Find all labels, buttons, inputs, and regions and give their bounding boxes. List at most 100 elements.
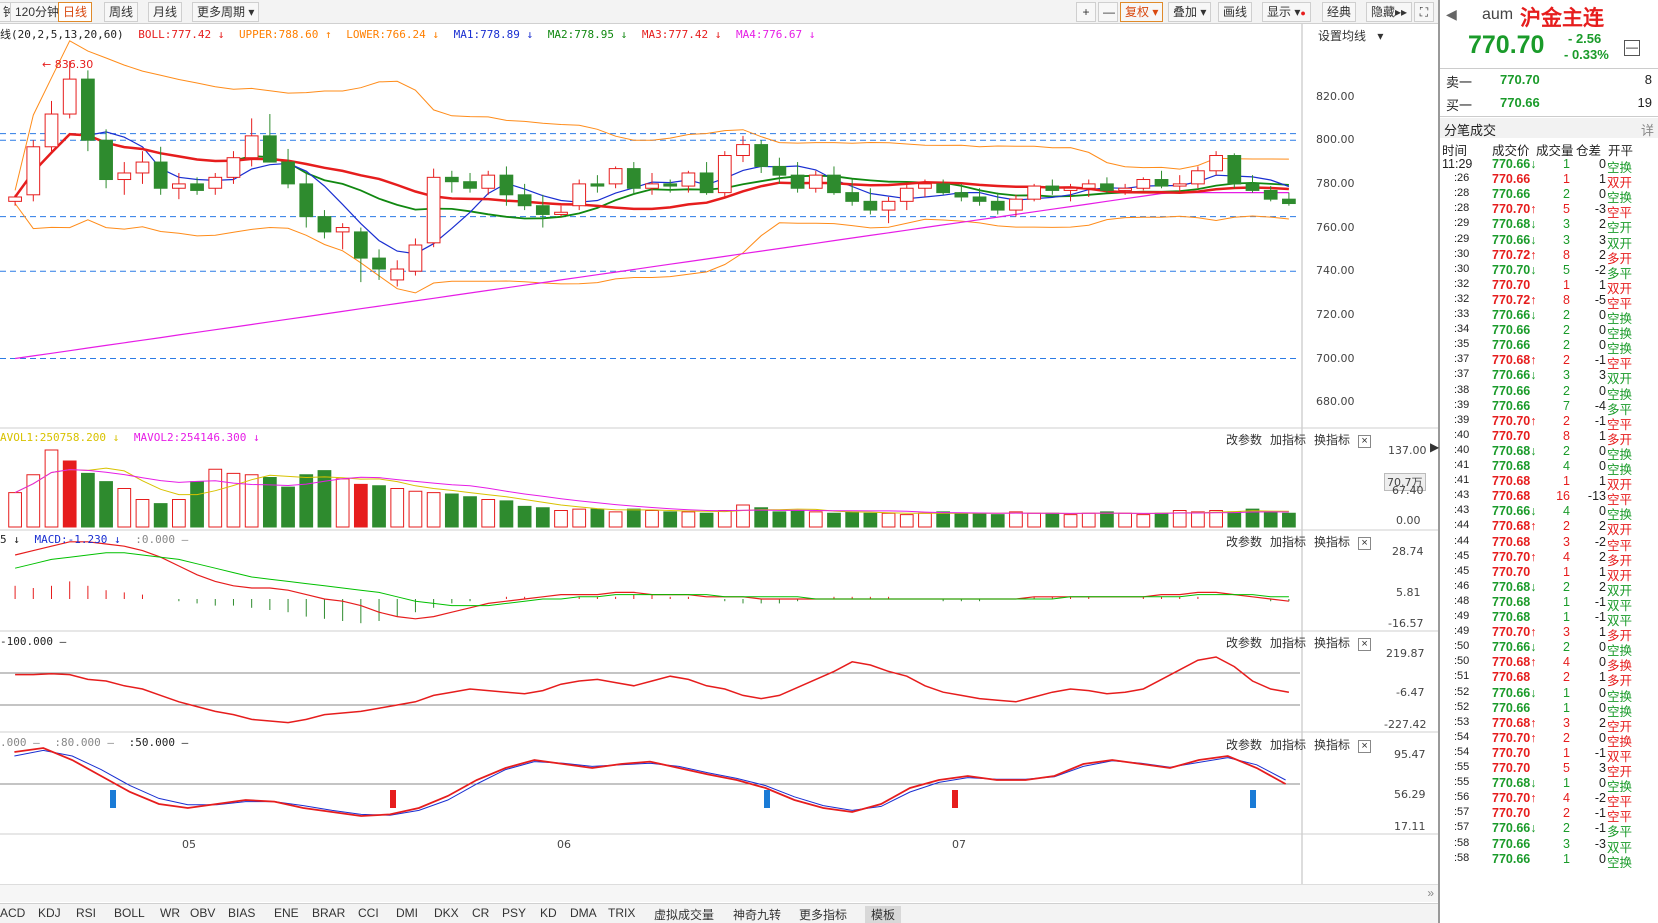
tick-open-close: 空换	[1607, 508, 1633, 523]
indicator-tab-10[interactable]: DMI	[396, 906, 418, 920]
tick-volume: 1	[1563, 594, 1570, 609]
macd-close-icon[interactable]: ×	[1358, 537, 1372, 550]
period-tab-month[interactable]: 月线	[148, 2, 183, 22]
double-chevron-right-icon[interactable]: »	[1427, 886, 1434, 900]
vol-add-indicator-button[interactable]: 加指标	[1270, 433, 1307, 447]
kdj-switch-indicator-button[interactable]: 换指标	[1314, 738, 1351, 752]
tick-time: :33	[1454, 308, 1470, 320]
vol-close-icon[interactable]: ×	[1358, 435, 1372, 448]
period-tab-day[interactable]: 日线	[58, 2, 93, 22]
volume-bar	[972, 512, 987, 528]
candle-body	[827, 174, 841, 194]
cci-close-icon[interactable]: ×	[1358, 638, 1372, 651]
candle-body	[1227, 155, 1242, 185]
kdj-add-indicator-button[interactable]: 加指标	[1270, 738, 1307, 752]
tick-open-close: 空开	[1607, 221, 1633, 236]
indicator-tab-13[interactable]: PSY	[502, 906, 527, 920]
tick-volume: 1	[1563, 851, 1570, 866]
tick-open-close: 双平	[1607, 614, 1633, 628]
zoom-out-button[interactable]: —	[1098, 2, 1118, 22]
vol-params-button[interactable]: 改参数	[1226, 433, 1263, 447]
tick-oi-change: -3	[1594, 836, 1606, 851]
main-y-label: 680.00	[1316, 395, 1355, 409]
candle-body	[645, 183, 659, 189]
adjust-dropdown[interactable]: 复权 ▾	[1120, 2, 1164, 22]
candle-body	[8, 196, 22, 202]
candle-body	[863, 200, 878, 211]
indicator-tab-6[interactable]: BIAS	[228, 906, 256, 920]
tick-price: 770.66↓	[1492, 821, 1537, 836]
cci-params-button[interactable]: 改参数	[1226, 636, 1263, 650]
indicator-tab-14[interactable]: KD	[540, 906, 557, 920]
tick-open-close: 双开	[1607, 568, 1633, 583]
cci-add-indicator-button[interactable]: 加指标	[1270, 636, 1307, 650]
classic-button[interactable]: 经典	[1322, 2, 1357, 22]
indicator-tab-20[interactable]: 模板	[865, 906, 902, 923]
tick-oi-change: 2	[1599, 715, 1606, 730]
indicator-tab-9[interactable]: CCI	[358, 906, 379, 920]
indicator-tab-0[interactable]: ACD	[0, 906, 26, 920]
chevron-left-icon[interactable]: ◀	[1446, 6, 1457, 22]
tick-volume: 2	[1563, 187, 1570, 202]
indicator-tab-3[interactable]: BOLL	[114, 906, 145, 920]
kdj-close-icon[interactable]: ×	[1358, 740, 1372, 753]
more-periods-dropdown[interactable]: 更多周期 ▾	[192, 2, 260, 22]
indicator-tab-15[interactable]: DMA	[570, 906, 597, 920]
tick-open-close: 双平	[1607, 840, 1633, 855]
tick-oi-change: -1	[1594, 413, 1606, 428]
draw-line-button[interactable]: 画线	[1218, 2, 1253, 22]
tick-row: :54 770.70 1 -1 双平	[1440, 746, 1658, 764]
indicator-tab-12[interactable]: CR	[472, 906, 490, 920]
tick-volume: 2	[1563, 670, 1570, 685]
fullscreen-button[interactable]: ⛶	[1414, 2, 1434, 22]
tick-open-close: 空换	[1607, 780, 1633, 795]
indicator-tab-4[interactable]: WR	[160, 906, 180, 920]
tick-open-close: 空开	[1607, 765, 1633, 779]
hide-label: 隐藏	[1371, 5, 1396, 19]
tick-price: 770.72↑	[1492, 292, 1537, 307]
overlay-dropdown[interactable]: 叠加 ▾	[1168, 2, 1212, 22]
vol-switch-indicator-button[interactable]: 换指标	[1314, 433, 1351, 447]
tick-open-close: 空平	[1607, 810, 1633, 825]
indicator-tab-5[interactable]: OBV	[190, 906, 216, 920]
indicator-tab-8[interactable]: BRAR	[312, 906, 346, 920]
candle-body	[172, 183, 186, 189]
kdj-params-button[interactable]: 改参数	[1226, 738, 1263, 752]
period-tab-120min[interactable]: 120分钟	[10, 2, 65, 22]
indicator-tab-19[interactable]: 更多指标	[799, 908, 848, 922]
indicator-tab-7[interactable]: ENE	[274, 906, 299, 920]
period-tab-week[interactable]: 周线	[104, 2, 139, 22]
zoom-in-button[interactable]: +	[1076, 2, 1096, 22]
tick-time: 11:29	[1442, 157, 1473, 171]
indicator-tab-11[interactable]: DKX	[434, 906, 459, 920]
more-periods-label: 更多周期	[197, 5, 246, 19]
indicator-tab-2[interactable]: RSI	[76, 906, 97, 920]
hide-button[interactable]: 隐藏▸▸	[1366, 2, 1413, 22]
macd-switch-indicator-button[interactable]: 换指标	[1314, 535, 1351, 549]
candle-body	[790, 174, 805, 189]
tick-oi-change: 2	[1599, 579, 1606, 594]
ticks-detail-button[interactable]: 详	[1640, 123, 1654, 138]
macd-add-indicator-button[interactable]: 加指标	[1270, 535, 1307, 549]
bid-price: 770.66	[1500, 95, 1540, 110]
chart-scrollbar[interactable]: »	[0, 884, 1438, 902]
panel-toggle-icon[interactable]: ▶	[1430, 440, 1440, 454]
indicator-tab-16[interactable]: TRIX	[608, 906, 636, 920]
fullscreen-icon: ⛶	[1419, 5, 1429, 19]
volume-bar	[153, 503, 168, 528]
main-indicator-title: 线(20,2,5,13,20,60) BOLL:777.42 ↓ UPPER:7…	[0, 26, 823, 44]
tick-price: 770.70	[1492, 806, 1531, 821]
macd-params-button[interactable]: 改参数	[1226, 535, 1263, 549]
indicator-tab-1[interactable]: KDJ	[38, 906, 61, 920]
tick-time: :37	[1454, 353, 1470, 366]
display-dropdown[interactable]: 显示 ▾●	[1262, 2, 1311, 22]
tick-time: :34	[1454, 323, 1470, 336]
collapse-icon[interactable]: —	[1624, 40, 1640, 56]
cci-switch-indicator-button[interactable]: 换指标	[1314, 636, 1351, 650]
tick-volume: 1	[1563, 157, 1570, 171]
indicator-tab-18[interactable]: 神奇九转	[733, 908, 782, 922]
indicator-tab-17[interactable]: 虚拟成交量	[654, 908, 715, 922]
chart-canvas[interactable]	[0, 24, 1438, 903]
set-ma-button[interactable]: 设置均线 ▾	[1310, 27, 1383, 44]
tick-row: :40 770.70 8 1 多开	[1440, 429, 1658, 447]
